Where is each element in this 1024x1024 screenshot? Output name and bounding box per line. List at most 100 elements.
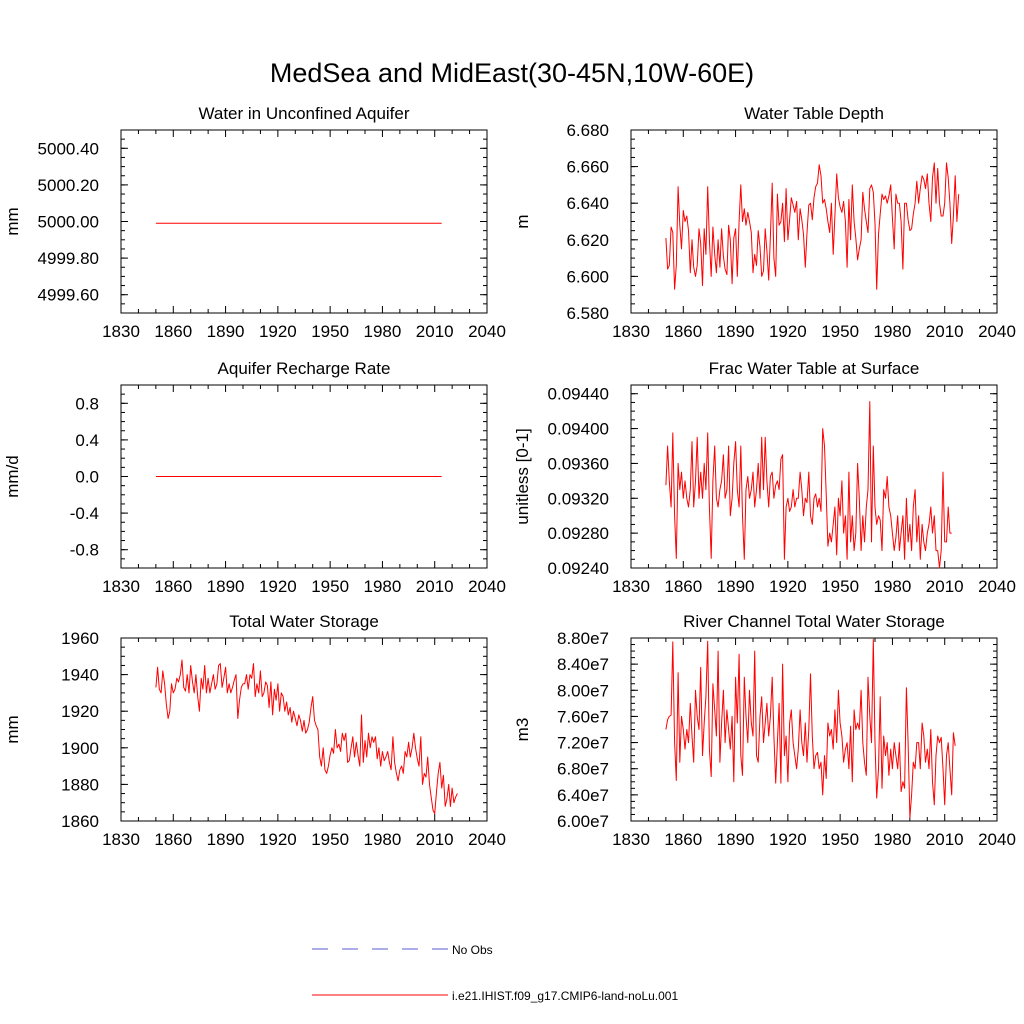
- y-tick-label: 0.8: [75, 394, 99, 413]
- x-tick-label: 1890: [717, 577, 755, 596]
- x-tick-label: 1830: [612, 322, 650, 341]
- panels: Water in Unconfined Aquifer mm 1830 1860 189…: [3, 104, 1016, 849]
- x-tick-label: 1860: [664, 322, 702, 341]
- x-tick-label: 1920: [769, 830, 807, 849]
- y-tick-label: 8.40e7: [557, 655, 609, 674]
- plot-frame: [120, 129, 488, 314]
- x-tick-label: 1890: [717, 830, 755, 849]
- panel-title: Water Table Depth: [744, 104, 884, 123]
- x-tick-label: 1920: [259, 322, 297, 341]
- y-tick-label: 1960: [61, 629, 99, 648]
- x-tick-label: 2040: [978, 322, 1016, 341]
- y-tick-label: 6.660: [566, 158, 609, 177]
- panel-1: Water in Unconfined Aquifer mm 1830 1860 189…: [3, 104, 506, 341]
- x-tick-label: 1950: [821, 322, 859, 341]
- y-tick-label: 0.09400: [548, 420, 609, 439]
- y-tick-label: -0.8: [70, 541, 99, 560]
- y-tick-label: 1880: [61, 775, 99, 794]
- figure-title: MedSea and MidEast(30-45N,10W-60E): [270, 58, 754, 88]
- x-tick-label: 1920: [259, 830, 297, 849]
- panel-title: Total Water Storage: [229, 612, 379, 631]
- x-tick-label: 1860: [664, 577, 702, 596]
- y-tick-label: -0.4: [70, 504, 99, 523]
- legend-no-obs-label: No Obs: [452, 943, 493, 957]
- y-axis-label: mm/d: [3, 455, 22, 498]
- x-tick-label: 1830: [102, 830, 140, 849]
- x-tick-label: 2010: [416, 577, 454, 596]
- y-tick-label: 0.4: [75, 431, 99, 450]
- x-tick-label: 1920: [769, 577, 807, 596]
- x-tick-label: 1860: [664, 830, 702, 849]
- y-tick-label: 5000.20: [38, 176, 99, 195]
- x-tick-label: 2040: [978, 577, 1016, 596]
- y-tick-label: 6.600: [566, 267, 609, 286]
- y-axis-label: mm: [3, 715, 22, 743]
- x-tick-label: 1980: [874, 830, 912, 849]
- y-tick-label: 0.0: [75, 468, 99, 487]
- x-tick-label: 1890: [207, 322, 245, 341]
- x-tick-label: 2040: [468, 577, 506, 596]
- x-tick-label: 2040: [468, 830, 506, 849]
- x-tick-label: 1950: [821, 577, 859, 596]
- x-tick-label: 1860: [154, 322, 192, 341]
- y-tick-label: 7.60e7: [557, 707, 609, 726]
- x-tick-label: 1830: [612, 830, 650, 849]
- panel-title: Water in Unconfined Aquifer: [198, 104, 409, 123]
- panel-3: Aquifer Recharge Rate mm/d 1830 1860 1890 192…: [3, 359, 506, 596]
- y-tick-label: 1920: [61, 702, 99, 721]
- y-tick-label: 7.20e7: [557, 734, 609, 753]
- y-tick-label: 4999.80: [38, 249, 99, 268]
- y-tick-label: 8.00e7: [557, 681, 609, 700]
- panel-title: Aquifer Recharge Rate: [218, 359, 391, 378]
- x-tick-label: 1890: [207, 577, 245, 596]
- y-axis-label: m3: [513, 718, 532, 742]
- plot-frame: [630, 384, 998, 569]
- y-tick-label: 6.640: [566, 194, 609, 213]
- legend-model-label: i.e21.IHIST.f09_g17.CMIP6-land-noLu.001: [452, 989, 678, 1003]
- x-tick-label: 2010: [416, 322, 454, 341]
- x-tick-label: 1830: [102, 577, 140, 596]
- series-line: [665, 638, 956, 819]
- series-line: [665, 162, 960, 290]
- series-line: [665, 401, 952, 569]
- panel-4: Frac Water Table at Surface unitless [0-1…: [513, 359, 1016, 596]
- x-tick-label: 1890: [717, 322, 755, 341]
- x-tick-label: 1980: [874, 577, 912, 596]
- x-tick-label: 2010: [926, 830, 964, 849]
- y-tick-label: 6.620: [566, 231, 609, 250]
- x-tick-label: 1980: [874, 322, 912, 341]
- x-tick-label: 1830: [102, 322, 140, 341]
- x-tick-label: 1920: [769, 322, 807, 341]
- x-tick-label: 1830: [612, 577, 650, 596]
- y-tick-label: 6.580: [566, 304, 609, 323]
- y-tick-label: 1940: [61, 666, 99, 685]
- y-axis-label: mm: [3, 207, 22, 235]
- y-tick-label: 6.40e7: [557, 786, 609, 805]
- y-tick-label: 8.80e7: [557, 629, 609, 648]
- x-tick-label: 1950: [821, 830, 859, 849]
- x-tick-label: 1980: [364, 322, 402, 341]
- y-tick-label: 0.09440: [548, 385, 609, 404]
- x-tick-label: 1980: [364, 577, 402, 596]
- plot-frame: [120, 637, 488, 822]
- plot-frame: [630, 637, 998, 822]
- y-tick-label: 5000.00: [38, 213, 99, 232]
- x-tick-label: 1890: [207, 830, 245, 849]
- y-axis-label: unitless [0-1]: [513, 428, 532, 524]
- panel-2: Water Table Depth m 1830 1860 1890 1920 1950 19…: [513, 104, 1016, 341]
- x-tick-label: 2040: [468, 322, 506, 341]
- panel-title: River Channel Total Water Storage: [683, 612, 945, 631]
- panel-6: River Channel Total Water Storage m3 1830 1…: [513, 612, 1016, 849]
- y-tick-label: 0.09280: [548, 524, 609, 543]
- y-tick-label: 4999.60: [38, 286, 99, 305]
- y-tick-label: 6.80e7: [557, 760, 609, 779]
- x-tick-label: 1860: [154, 577, 192, 596]
- x-tick-label: 1950: [311, 322, 349, 341]
- panel-title: Frac Water Table at Surface: [709, 359, 920, 378]
- x-tick-label: 2040: [978, 830, 1016, 849]
- x-tick-label: 2010: [416, 830, 454, 849]
- y-tick-label: 0.09360: [548, 454, 609, 473]
- y-tick-label: 0.09240: [548, 559, 609, 578]
